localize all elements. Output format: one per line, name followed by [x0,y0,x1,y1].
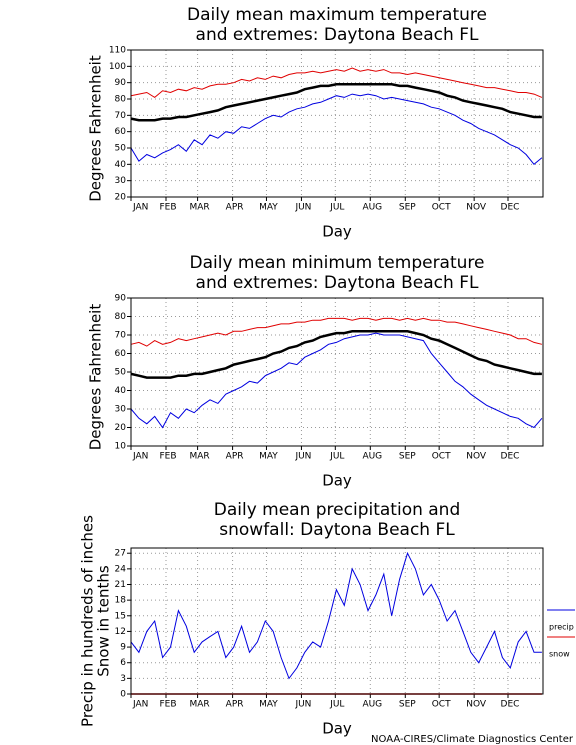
y-tick-label: 21 [115,580,126,590]
series-line [130,330,542,379]
x-tick-label: SEP [399,452,416,462]
chart-title: and extremes: Daytona Beach FL [196,25,479,45]
y-axis-label: Precip in hundreds of inches [79,515,97,727]
legend-label: precip [549,623,574,632]
y-tick-label: 70 [115,111,127,121]
legend-label: snow [549,650,570,659]
chart-title: snowfall: Daytona Beach FL [219,520,455,540]
x-tick-label: NOV [466,700,487,710]
x-tick-label: AUG [362,203,382,213]
x-tick-label: JUL [329,452,344,462]
y-tick-label: 12 [115,627,126,637]
x-tick-label: MAY [259,452,278,462]
series-line [130,332,543,429]
chart-title: and extremes: Daytona Beach FL [196,273,479,293]
x-tick-label: JAN [132,452,148,462]
x-tick-label: OCT [432,203,451,213]
y-tick-label: 20 [115,423,127,433]
x-tick-label: DEC [501,452,520,462]
x-tick-label: FEB [159,203,176,213]
plot-frame [130,547,544,695]
chart-title: Daily mean precipitation and [214,500,461,520]
series-line [130,317,543,347]
x-axis-label: Day [322,472,352,490]
footer: NOAA-CIRES/Climate Diagnostics Center [371,734,574,745]
x-tick-label: APR [226,452,244,462]
y-tick-label: 100 [109,62,126,72]
y-tick-label: 40 [115,386,127,396]
x-axis-label: Day [322,720,352,738]
x-tick-label: JAN [132,203,148,213]
y-tick-label: 6 [120,658,126,668]
x-tick-label: APR [226,203,244,213]
y-tick-label: 40 [115,160,127,170]
x-tick-label: MAR [190,203,210,213]
x-tick-label: JUN [294,700,311,710]
y-tick-label: 90 [115,294,127,304]
y-tick-label: 60 [115,127,127,137]
plot-frame [130,297,544,447]
x-tick-label: DEC [501,700,520,710]
y-tick-label: 20 [115,193,127,203]
y-tick-label: 3 [120,674,126,684]
y-tick-label: 110 [109,46,126,56]
y-axis-label: Degrees Fahrenheit [87,304,105,451]
y-tick-label: 50 [115,368,127,378]
x-tick-label: MAY [259,700,278,710]
y-tick-label: 80 [115,95,127,105]
y-tick-label: 70 [115,331,127,341]
y-tick-label: 50 [115,144,127,154]
y-tick-label: 24 [115,564,127,574]
plot-frame [130,49,544,198]
x-tick-label: AUG [362,700,382,710]
y-axis-label: Snow in tenths [95,565,113,677]
y-tick-label: 18 [115,596,127,606]
x-tick-label: FEB [159,700,176,710]
x-tick-label: OCT [432,700,451,710]
series-line [130,83,542,122]
x-tick-label: FEB [159,452,176,462]
x-tick-label: DEC [501,203,520,213]
y-tick-label: 90 [115,78,127,88]
x-tick-label: JUN [294,203,311,213]
series-line [130,67,543,99]
x-tick-label: APR [226,700,244,710]
y-tick-label: 27 [115,549,126,559]
y-tick-label: 80 [115,312,127,322]
x-tick-label: OCT [432,452,451,462]
x-tick-label: MAR [190,452,210,462]
y-tick-label: 15 [115,611,126,621]
x-tick-label: MAY [259,203,278,213]
x-tick-label: JUL [329,203,344,213]
x-tick-label: MAR [190,700,210,710]
chart-title: Daily mean maximum temperature [187,5,487,25]
x-tick-label: JAN [132,700,148,710]
series-line [130,551,542,680]
chart-title: Daily mean minimum temperature [190,253,485,273]
y-axis-label: Degrees Fahrenheit [87,55,105,202]
y-tick-label: 30 [115,405,127,415]
y-tick-label: 9 [120,643,126,653]
x-tick-label: NOV [466,452,487,462]
x-tick-label: SEP [399,203,416,213]
x-tick-label: SEP [399,700,416,710]
y-tick-label: 10 [115,442,127,452]
y-tick-label: 0 [120,690,126,700]
x-tick-label: JUL [329,700,344,710]
y-tick-label: 30 [115,176,127,186]
x-axis-label: Day [322,223,352,241]
x-tick-label: NOV [466,203,487,213]
series-line [130,93,543,166]
y-tick-label: 60 [115,349,127,359]
x-tick-label: AUG [362,452,382,462]
x-tick-label: JUN [294,452,311,462]
